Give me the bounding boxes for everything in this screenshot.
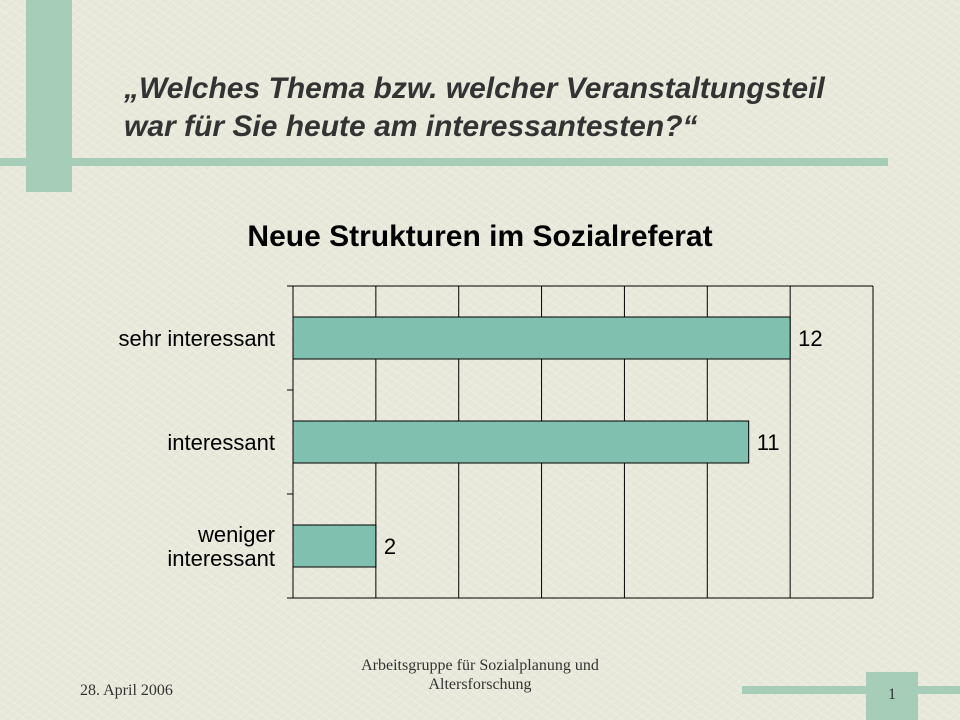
footer-date: 28. April 2006: [80, 682, 173, 699]
category-label: interessant: [167, 546, 275, 571]
footer-vertical-bar: [866, 672, 918, 720]
data-label: 11: [757, 430, 780, 455]
page-number: 1: [888, 686, 896, 703]
bar: [292, 524, 377, 568]
data-label: 12: [798, 326, 822, 351]
category-label: interessant: [167, 430, 275, 455]
footer-horizontal-rule: [742, 686, 960, 694]
slide-title-line-1: „Welches Thema bzw. welcher Veranstaltun…: [124, 72, 825, 105]
slide-title: „Welches Thema bzw. welcher Veranstaltun…: [124, 70, 904, 146]
category-label: weniger: [197, 522, 275, 547]
footer-organization-line-1: Arbeitsgruppe für Sozialplanung und: [361, 657, 599, 674]
footer-organization: Arbeitsgruppe für Sozialplanung und Alte…: [320, 656, 640, 694]
category-label: sehr interessant: [118, 326, 275, 351]
chart-title: Neue Strukturen im Sozialreferat: [247, 220, 713, 253]
slide-title-line-2: war für Sie heute am interessantesten?“: [124, 110, 698, 143]
top-horizontal-rule: [0, 158, 888, 166]
bar: [292, 316, 791, 360]
bar: [292, 420, 750, 464]
data-label: 2: [384, 534, 396, 559]
footer-organization-line-2: Altersforschung: [428, 676, 532, 693]
